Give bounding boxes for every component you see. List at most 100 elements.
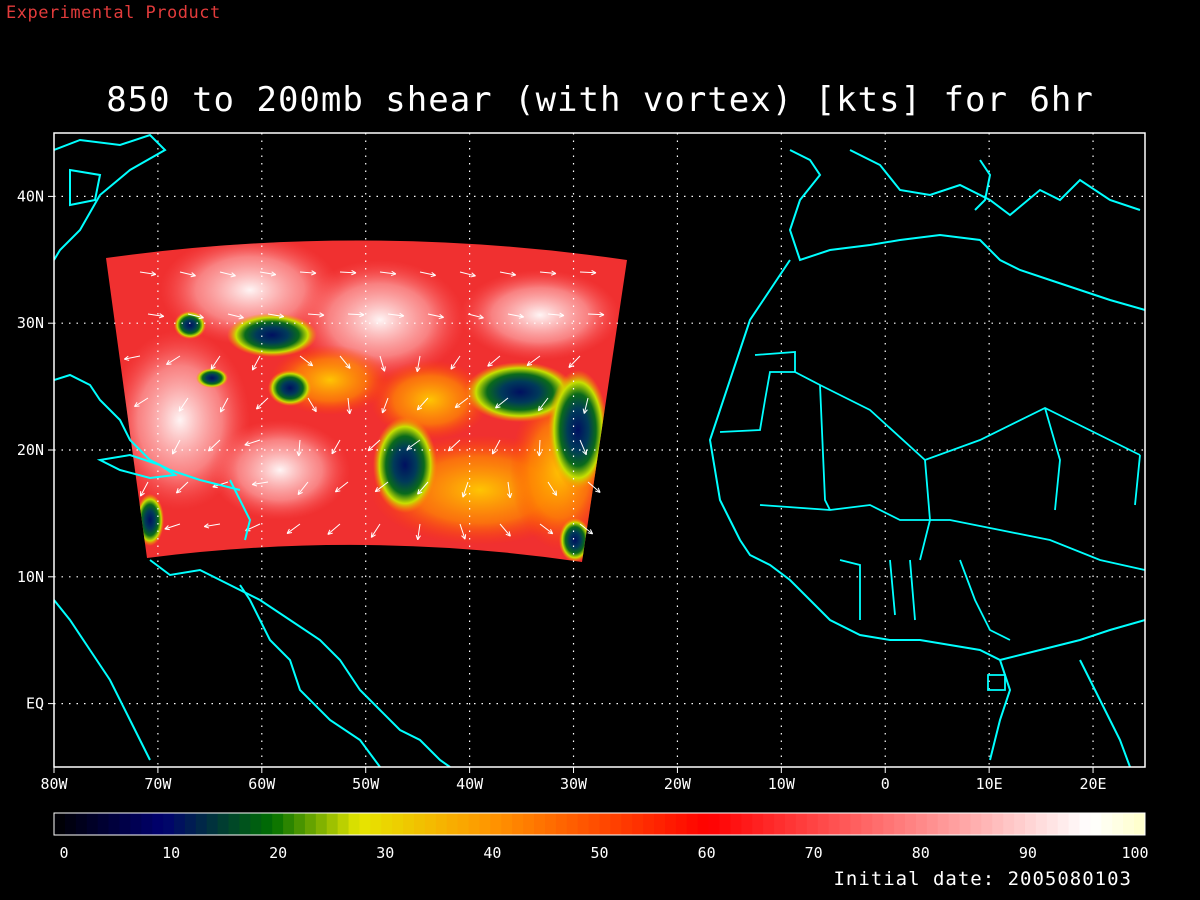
wind-vector — [334, 481, 349, 493]
wind-vector — [370, 523, 381, 538]
longitude-axis-labels: 80W 70W 60W 50W 40W 30W 20W 10W 0 10E 20E — [40, 767, 1107, 793]
wind-vector — [307, 312, 325, 318]
wind-vector — [219, 271, 236, 278]
lon-tick-label: 0 — [881, 775, 890, 793]
wind-vector — [415, 523, 421, 541]
wind-vector — [459, 271, 476, 278]
wind-vector — [526, 355, 541, 366]
wind-vector — [339, 355, 351, 369]
lat-tick-label: 20N — [17, 441, 44, 459]
wind-vector — [267, 313, 285, 319]
wind-vector — [579, 269, 597, 276]
wind-vector — [417, 481, 429, 495]
wind-vector — [379, 355, 386, 372]
wind-vector — [147, 313, 165, 319]
lon-tick-label: 20W — [664, 775, 692, 793]
wind-vector — [459, 523, 467, 540]
wind-vector — [251, 355, 261, 371]
latitude-axis-labels: 40N 30N 20N 10N EQ — [17, 187, 54, 713]
wind-vector — [178, 397, 189, 412]
wind-vector — [379, 270, 397, 277]
wind-vector — [537, 397, 549, 412]
colorbar-tick-label: 10 — [162, 844, 180, 862]
colorbar: 0 10 20 30 40 50 60 70 80 90 100 — [53, 812, 1149, 862]
country-borders — [719, 351, 1145, 691]
lat-tick-label: 40N — [17, 187, 44, 205]
wind-vector — [582, 397, 589, 414]
colorbar-tick-labels: 0 10 20 30 40 50 60 70 80 90 100 — [59, 844, 1148, 862]
wind-vector — [374, 481, 389, 493]
wind-vector — [568, 355, 581, 368]
wind-vector — [507, 313, 525, 319]
colorbar-tick-label: 0 — [59, 844, 68, 862]
experimental-product-label: Experimental Product — [6, 3, 221, 23]
wind-vector — [536, 439, 543, 457]
wind-vector — [539, 270, 557, 276]
wind-vector — [587, 481, 601, 493]
lon-tick-label: 10E — [976, 775, 1003, 793]
wind-vector — [259, 271, 277, 277]
wind-vector — [139, 271, 157, 277]
wind-vector — [299, 355, 314, 367]
wind-vector — [179, 271, 196, 278]
wind-vector — [286, 523, 301, 534]
wind-vector — [307, 397, 317, 413]
wind-vector — [296, 439, 302, 457]
wind-vector — [406, 439, 421, 450]
wind-vector — [499, 271, 517, 277]
lon-tick-label: 30W — [560, 775, 588, 793]
colorbar-tick-label: 90 — [1019, 844, 1037, 862]
wind-vector — [454, 397, 469, 409]
wind-vector — [124, 355, 141, 361]
lon-tick-label: 20E — [1080, 775, 1107, 793]
colorbar-tick-label: 50 — [590, 844, 608, 862]
wind-vector — [387, 312, 405, 319]
wind-vectors — [124, 269, 605, 541]
wind-vector — [244, 439, 261, 447]
lon-tick-label: 40W — [456, 775, 484, 793]
wind-vector — [419, 271, 436, 278]
wind-vector — [587, 311, 605, 318]
wind-vector — [367, 439, 381, 452]
wind-vector — [339, 270, 357, 276]
wind-vector — [415, 355, 421, 373]
wind-vector — [219, 397, 229, 413]
wind-vector — [499, 523, 511, 537]
wind-vector — [187, 313, 204, 320]
wind-vector — [139, 481, 149, 497]
lat-tick-label: EQ — [26, 695, 44, 713]
lon-tick-label: 10W — [768, 775, 796, 793]
grid-lines — [54, 133, 1145, 767]
initial-date: Initial date: 2005080103 — [833, 868, 1132, 890]
lon-tick-label: 70W — [144, 775, 172, 793]
lon-tick-label: 60W — [248, 775, 276, 793]
wind-vector — [347, 312, 365, 318]
wind-vector — [227, 313, 244, 320]
wind-vector — [166, 355, 181, 366]
wind-vector — [381, 397, 389, 414]
wind-vector — [164, 523, 181, 531]
colorbar-tick-label: 30 — [376, 844, 394, 862]
lon-tick-label: 50W — [352, 775, 380, 793]
colorbar-tick-label: 70 — [805, 844, 823, 862]
colorbar-tick-label: 80 — [912, 844, 930, 862]
wind-vector — [461, 481, 469, 498]
wind-vector — [171, 439, 181, 455]
wind-vector — [175, 481, 189, 494]
wind-vector — [507, 481, 513, 499]
wind-vector — [210, 355, 221, 370]
wind-vector — [491, 439, 501, 455]
colorbar-tick-label: 20 — [269, 844, 287, 862]
lat-tick-label: 30N — [17, 314, 44, 332]
wind-vector — [427, 313, 444, 320]
wind-vector — [416, 397, 429, 411]
wind-vector — [251, 481, 269, 487]
wind-vector — [487, 355, 501, 367]
lon-tick-label: 80W — [40, 775, 68, 793]
colorbar-tick-label: 100 — [1121, 844, 1148, 862]
lat-tick-label: 10N — [17, 568, 44, 586]
wind-vector — [495, 397, 509, 409]
wind-vector — [450, 355, 461, 370]
coastlines — [54, 133, 1145, 767]
